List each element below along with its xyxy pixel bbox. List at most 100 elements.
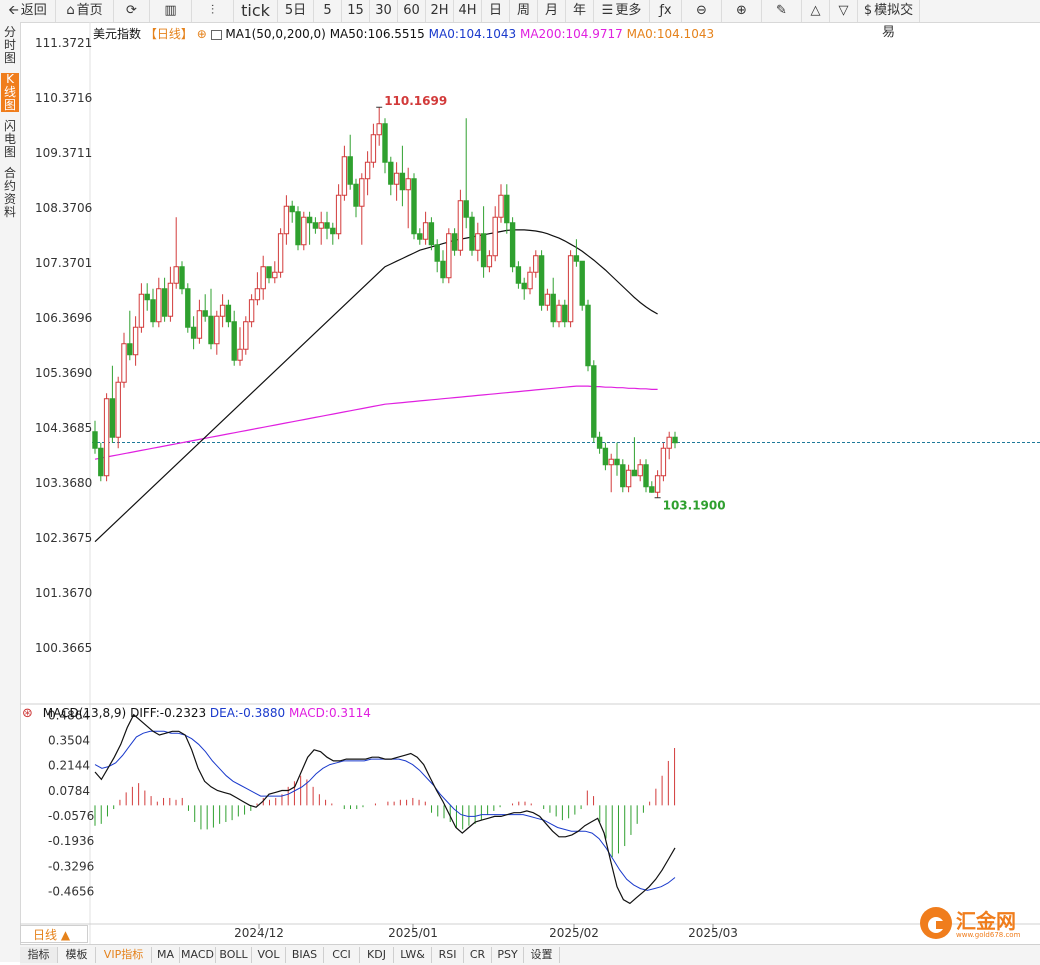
toolbar-label: 4H	[458, 3, 477, 18]
toolbar-item-5[interactable]: 5	[314, 0, 342, 22]
indicator-tab[interactable]: PSY	[492, 947, 524, 963]
candle-body	[243, 321, 249, 350]
toolbar-item-年[interactable]: 年	[566, 0, 594, 22]
candle-body	[202, 310, 208, 317]
indicator-tab[interactable]: VIP指标	[96, 947, 152, 963]
toolbar-item-周[interactable]: 周	[510, 0, 538, 22]
candle-body	[585, 304, 591, 367]
candle-body	[330, 227, 336, 235]
candle-body	[167, 282, 174, 317]
price-tick-label: 102.3675	[35, 531, 92, 545]
candle-body	[405, 178, 411, 191]
toolbar-item-日[interactable]: 日	[482, 0, 510, 22]
candle-body	[225, 304, 232, 323]
price-tick-label: 104.3685	[35, 421, 92, 435]
legend-image-icon	[210, 29, 222, 40]
toolbar-item-triangle-up-icon[interactable]: △	[802, 0, 830, 22]
toolbar-item-15[interactable]: 15	[342, 0, 370, 22]
toolbar-label: 年	[572, 3, 586, 18]
macd-settings-icon[interactable]: ⊛	[22, 706, 33, 721]
indicator-tab[interactable]: CCI	[324, 947, 360, 963]
price-tick-label: 106.3696	[35, 311, 92, 325]
toolbar-item-triangle-down-icon[interactable]: ▽	[830, 0, 858, 22]
legend-settings-icon[interactable]: ⊕	[196, 27, 207, 41]
toolbar-item-2H[interactable]: 2H	[426, 0, 454, 22]
indicator-tab[interactable]: MA	[152, 947, 180, 963]
candle-body	[214, 315, 220, 345]
macd-tick-label: 0.2144	[48, 759, 90, 773]
toolbar-item-首页[interactable]: ⌂ 首页	[56, 0, 114, 22]
sidebar-tab-3[interactable]: 合约资料	[3, 166, 16, 219]
legend-ma50: MA50:106.5515	[329, 27, 425, 41]
candle-body	[533, 255, 539, 273]
logo-text: 汇金网	[956, 909, 1016, 933]
sidebar-tab-0[interactable]: 分时图	[3, 25, 16, 65]
toolbar-item-pencil-icon[interactable]: ✎	[762, 0, 802, 22]
indicator-tab[interactable]: 设置	[524, 947, 560, 963]
period-range-button[interactable]: 日线 ▲	[20, 925, 88, 943]
candle-body	[631, 469, 638, 477]
indicator-tab[interactable]: BIAS	[286, 947, 324, 963]
toolbar-item-tick[interactable]: tick	[234, 0, 278, 22]
candle-body	[156, 288, 162, 323]
toolbar-label: 周	[516, 3, 530, 18]
toolbar-item-bar-chart-icon[interactable]: ▥	[150, 0, 192, 22]
indicator-tab[interactable]: 模板	[58, 947, 96, 963]
dollar-icon: $	[863, 3, 873, 18]
candle-body	[138, 293, 145, 328]
chart-area[interactable]: 111.3721 110.3716 109.3711 108.3706 107.3701…	[0, 0, 1040, 944]
candle-body	[370, 134, 377, 163]
legend-ma-params: MA1(50,0,200,0)	[225, 27, 326, 41]
toolbar-item-返回[interactable]: 🡨 返回	[0, 0, 56, 22]
bar-chart-icon: ▥	[164, 3, 177, 18]
toolbar-item-60[interactable]: 60	[398, 0, 426, 22]
indicator-tab[interactable]: KDJ	[360, 947, 394, 963]
candle-body	[144, 293, 150, 301]
candle-body	[556, 304, 562, 323]
candle-body	[132, 326, 139, 356]
toolbar-item-4H[interactable]: 4H	[454, 0, 482, 22]
dea-line	[94, 730, 676, 891]
indicator-tab[interactable]: 指标	[20, 947, 58, 963]
toolbar-label: 月	[544, 3, 558, 18]
legend-ma200: MA200:104.9717	[519, 27, 623, 41]
refresh-icon: ⟳	[126, 3, 137, 18]
candle-body	[359, 178, 365, 207]
toolbar-item-candlestick-icon[interactable]: ⫶	[192, 0, 234, 22]
candle-body	[161, 288, 168, 317]
candle-body	[121, 343, 127, 383]
macd-tick-label: -0.3296	[48, 859, 94, 873]
toolbar-item-refresh-icon[interactable]: ⟳	[114, 0, 150, 22]
logo-url: www.gold678.com	[956, 931, 1021, 939]
toolbar-item-zoom-in-icon[interactable]: ⊕	[722, 0, 762, 22]
toolbar-item-fx-icon[interactable]: ƒx	[650, 0, 682, 22]
indicator-tab[interactable]: MACD	[180, 947, 216, 963]
candle-body	[480, 233, 487, 268]
indicator-tab[interactable]: VOL	[252, 947, 286, 963]
toolbar-label: 更多	[615, 3, 642, 18]
toolbar-item-30[interactable]: 30	[370, 0, 398, 22]
sidebar-tab-2[interactable]: 闪电图	[3, 119, 16, 159]
price-tick-label: 107.3701	[35, 256, 92, 270]
candle-body	[237, 348, 243, 361]
indicator-bar: 指标 模板 VIP指标 MA MACD BOLL VOL BIAS CCI KDJ LW& RSI CR…	[20, 944, 1040, 965]
toolbar-item-zoom-out-icon[interactable]: ⊖	[682, 0, 722, 22]
toolbar-item-月[interactable]: 月	[538, 0, 566, 22]
candle-body	[608, 458, 614, 466]
toolbar-item-模拟交易[interactable]: $ 模拟交易	[858, 0, 920, 40]
indicator-tab[interactable]: RSI	[432, 947, 464, 963]
indicator-tab[interactable]: BOLL	[216, 947, 252, 963]
candle-body	[277, 233, 284, 273]
indicator-tab[interactable]: CR	[464, 947, 492, 963]
candle-body	[643, 464, 649, 488]
toolbar-item-更多[interactable]: ☰ 更多	[594, 0, 650, 22]
candle-body	[469, 216, 475, 251]
toolbar-label: 返回	[20, 3, 47, 18]
indicator-tab[interactable]: LW&	[394, 947, 432, 963]
candle-body	[109, 398, 116, 438]
macd-tick-label: -0.4656	[48, 884, 94, 898]
candle-body	[602, 447, 609, 466]
toolbar-item-5日[interactable]: 5日	[278, 0, 314, 22]
